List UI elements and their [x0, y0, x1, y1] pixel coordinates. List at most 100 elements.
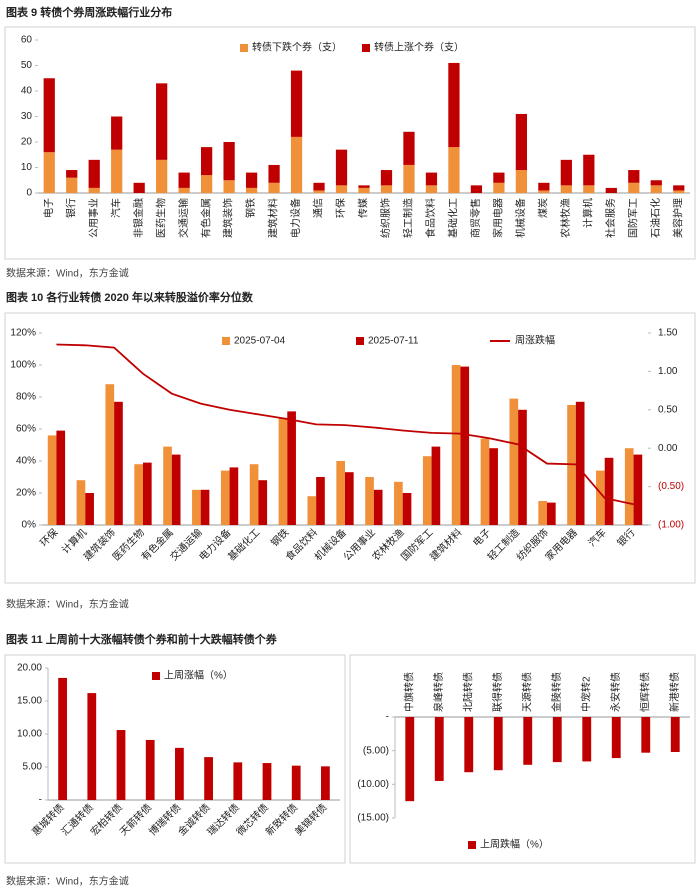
bar-segment — [560, 185, 572, 193]
y-tick-label: - — [386, 712, 389, 723]
bar-segment — [178, 172, 190, 188]
x-tick-label: 社会服务 — [604, 198, 617, 238]
y-tick-label: (5.00) — [363, 745, 389, 756]
y-tick-label: 20.00 — [17, 663, 42, 674]
bar — [596, 470, 605, 525]
bar — [134, 464, 143, 525]
y-tick-label: 5.00 — [23, 762, 43, 773]
bar — [87, 693, 97, 800]
x-tick-label: 食品饮料 — [424, 198, 437, 238]
bar — [402, 493, 412, 525]
bar — [229, 467, 239, 525]
x-tick-label: 国防军工 — [626, 198, 639, 238]
bar — [611, 717, 621, 759]
x-tick-label: 电子 — [470, 526, 493, 549]
bar-segment — [493, 172, 505, 183]
bar — [670, 717, 680, 753]
bar — [291, 765, 301, 800]
bar — [405, 717, 415, 802]
y-tick-label: (15.00) — [357, 813, 389, 824]
bar-segment — [425, 185, 438, 193]
figure-title: 图表 9 转债个券周涨跌幅行业分布 — [6, 5, 172, 19]
y-tick-label: - — [39, 795, 42, 806]
bar-segment — [178, 187, 190, 193]
y-tick-label: 20 — [21, 137, 33, 148]
bar-segment — [650, 180, 662, 186]
bar — [258, 480, 268, 525]
y-tick-label: 80% — [16, 392, 36, 403]
x-tick-label: 银行 — [614, 526, 637, 549]
chart-frame — [4, 312, 696, 584]
y-tick-label: 30 — [21, 111, 33, 122]
bar — [163, 446, 172, 525]
x-tick-label: 有色金属 — [199, 198, 212, 238]
bar — [47, 435, 57, 525]
chart-frame — [4, 654, 346, 864]
legend-label: 2025-07-11 — [368, 336, 419, 347]
bar — [373, 489, 383, 525]
bar — [233, 762, 243, 800]
x-tick-label: 商贸零售 — [469, 198, 482, 238]
bar-segment — [223, 142, 235, 181]
bar-segment — [605, 187, 617, 193]
bar-segment — [673, 190, 685, 193]
bar-segment — [515, 113, 527, 171]
bar-segment — [290, 136, 303, 193]
bar — [434, 717, 444, 781]
x-tick-label: 汽车 — [109, 198, 122, 218]
bar — [287, 411, 296, 525]
bar — [114, 401, 123, 525]
bar — [336, 461, 345, 525]
bar — [143, 462, 152, 525]
x-tick-label: 家用电器 — [492, 198, 505, 238]
legend-label: 上周涨幅（%） — [164, 669, 233, 682]
x-tick-label: 计算机 — [581, 198, 594, 228]
bar — [321, 766, 330, 800]
y-tick-label: 100% — [10, 360, 36, 371]
y2-tick-label: 0.50 — [658, 404, 678, 415]
x-tick-label: 钢铁 — [268, 526, 291, 549]
bar-segment — [403, 164, 415, 193]
legend-swatch — [356, 337, 364, 345]
x-tick-label: 环保 — [334, 198, 347, 218]
x-tick-label: 钢铁 — [244, 198, 257, 218]
x-tick-label: 机械设备 — [514, 198, 527, 238]
x-tick-label: 美锦转债 — [292, 801, 329, 838]
x-tick-label: 中旗转债 — [402, 672, 415, 712]
bar — [365, 477, 374, 525]
x-tick-label: 建筑材料 — [267, 198, 280, 238]
bar — [345, 472, 354, 525]
bar-segment — [380, 185, 393, 193]
legend-label: 转债上涨个券（支） — [374, 41, 464, 54]
y-tick-label: 40% — [16, 456, 36, 467]
bar — [451, 365, 461, 525]
bar — [175, 747, 184, 800]
x-tick-label: 永安转债 — [609, 672, 622, 712]
bar — [171, 454, 181, 525]
x-tick-label: 建筑材料 — [427, 526, 464, 563]
bar-segment — [156, 83, 168, 160]
bar-segment — [358, 187, 370, 193]
x-tick-label: 石油石化 — [649, 198, 662, 238]
bar — [220, 470, 230, 525]
bar-segment — [538, 190, 550, 193]
x-tick-label: 医药生物 — [154, 198, 167, 238]
bar-segment — [43, 78, 55, 153]
x-tick-label: 纺织服饰 — [379, 198, 392, 238]
x-tick-label: 公用事业 — [87, 198, 100, 238]
y-tick-label: 0% — [22, 520, 37, 531]
figure-title: 图表 10 各行业转债 2020 年以来转股溢价率分位数 — [6, 290, 254, 304]
x-tick-label: 美容护理 — [671, 198, 684, 238]
legend-swatch — [222, 337, 230, 345]
bar-segment — [245, 172, 258, 188]
y-tick-label: 60% — [16, 424, 36, 435]
bar — [493, 717, 503, 771]
x-tick-label: 天源转债 — [520, 672, 533, 712]
x-tick-label: 电子 — [42, 198, 55, 218]
bar — [641, 717, 651, 753]
bar — [105, 384, 115, 525]
bar — [422, 456, 432, 525]
bar — [85, 493, 94, 525]
bar — [523, 717, 533, 765]
bar-segment — [111, 149, 123, 193]
